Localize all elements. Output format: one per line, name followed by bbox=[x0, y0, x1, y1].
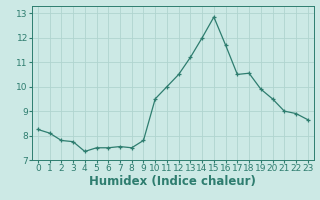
X-axis label: Humidex (Indice chaleur): Humidex (Indice chaleur) bbox=[89, 175, 256, 188]
